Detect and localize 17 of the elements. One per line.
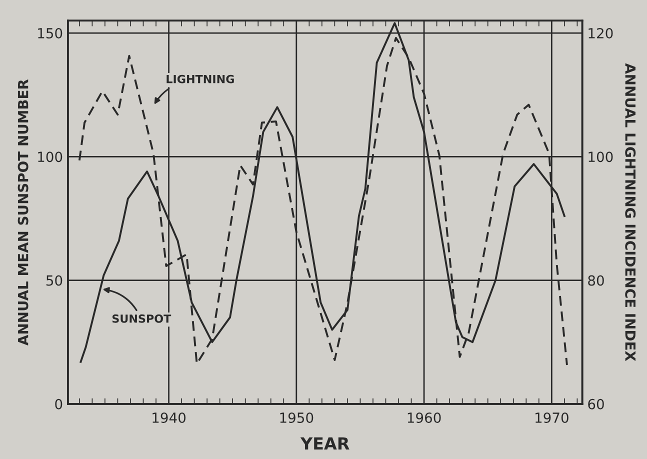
legend-label: SUNSPOT [112,314,172,323]
x-tick-label: 1970 [536,412,568,424]
y-tick-label: 0 [55,398,62,410]
y2-tick-label: 60 [588,398,604,410]
y2-tick-label: 80 [588,275,604,286]
x-tick-label: 1950 [280,412,314,424]
y-tick-label: 50 [46,275,62,286]
y-tick-label: 150 [38,28,62,38]
y2-axis-title: ANNUAL LIGHTNING INCIDENCE INDEX [625,63,636,362]
y-tick-label: 100 [38,152,62,162]
x-tick-label: 1960 [408,412,441,424]
text: LIGHTNING [166,74,234,84]
y-axis-title: ANNUAL MEAN SUNSPOT NUMBER [18,79,28,346]
y2-tick-label: 120 [588,28,613,38]
x-tick-label: 1940 [152,412,186,424]
y2-tick-label: 100 [588,152,613,162]
x-axis-title: YEAR [300,437,350,450]
